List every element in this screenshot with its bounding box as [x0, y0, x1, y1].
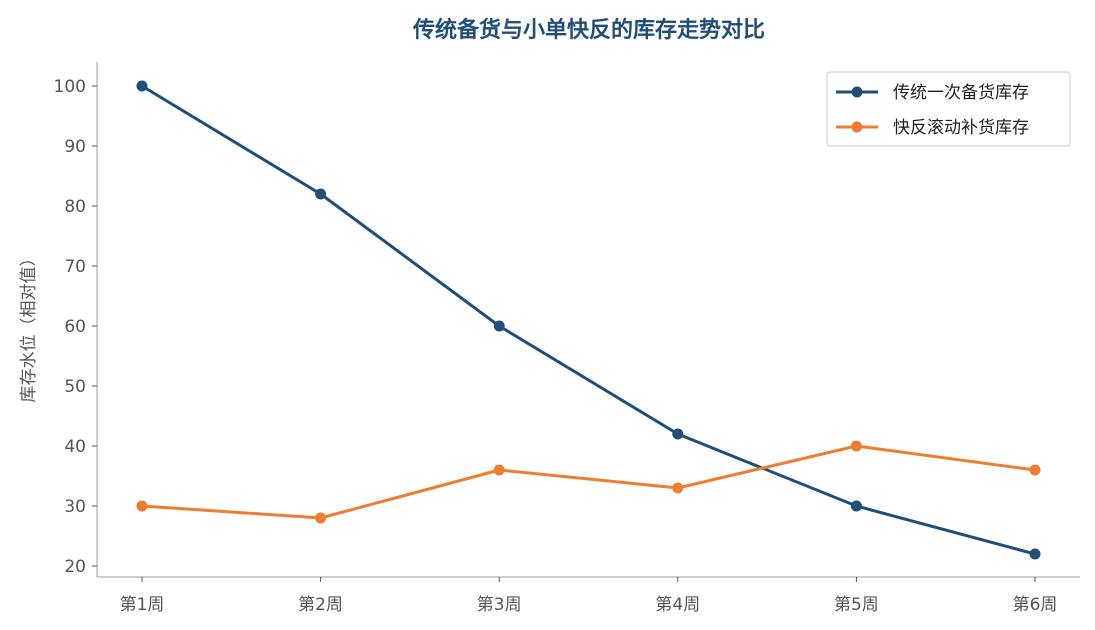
- legend-item: 传统一次备货库存: [836, 83, 1029, 103]
- y-tick-label: 80: [64, 197, 86, 217]
- data-point: [672, 428, 684, 440]
- data-point: [850, 500, 862, 512]
- x-tick-label: 第2周: [298, 595, 343, 615]
- data-point: [1029, 464, 1041, 476]
- y-tick-label: 50: [64, 377, 86, 397]
- data-point: [850, 440, 862, 452]
- series-line: [140, 84, 1037, 556]
- series-line: [140, 444, 1037, 520]
- legend-label: 快反滚动补货库存: [893, 118, 1029, 138]
- data-point: [315, 512, 327, 524]
- x-tick-label: 第5周: [834, 595, 879, 615]
- y-axis-label: 库存水位（相对值）: [19, 250, 39, 403]
- y-tick-label: 60: [64, 317, 86, 337]
- legend-swatch-marker: [851, 121, 863, 133]
- y-tick-label: 70: [64, 257, 86, 277]
- data-point: [672, 482, 684, 494]
- data-point: [315, 188, 327, 200]
- y-ticks: 20 30 40 50 60 70 80 90 100: [54, 77, 97, 577]
- legend-item: 快反滚动补货库存: [836, 118, 1029, 138]
- series-layer: [136, 80, 1041, 560]
- legend-frame: [826, 71, 1071, 147]
- data-point: [136, 500, 148, 512]
- x-tick-label: 第3周: [477, 595, 522, 615]
- y-tick-label: 90: [64, 137, 86, 157]
- legend-label: 传统一次备货库存: [893, 83, 1029, 103]
- x-tick-label: 第4周: [655, 595, 700, 615]
- legend-swatch-marker: [851, 86, 863, 98]
- data-point: [1029, 548, 1041, 560]
- data-point: [136, 80, 148, 92]
- y-tick-label: 30: [64, 497, 86, 517]
- x-tick-label: 第6周: [1013, 595, 1058, 615]
- series-2: [136, 440, 1041, 524]
- x-ticks: 第1周 第2周 第3周 第4周 第5周 第6周: [120, 577, 1058, 615]
- series-1: [136, 80, 1041, 560]
- data-point: [493, 320, 505, 332]
- y-tick-label: 40: [64, 437, 86, 457]
- y-tick-label: 100: [54, 77, 86, 97]
- x-tick-label: 第1周: [120, 595, 165, 615]
- data-point: [493, 464, 505, 476]
- y-tick-label: 20: [64, 557, 86, 577]
- chart-title: 传统备货与小单快反的库存走势对比: [412, 17, 765, 43]
